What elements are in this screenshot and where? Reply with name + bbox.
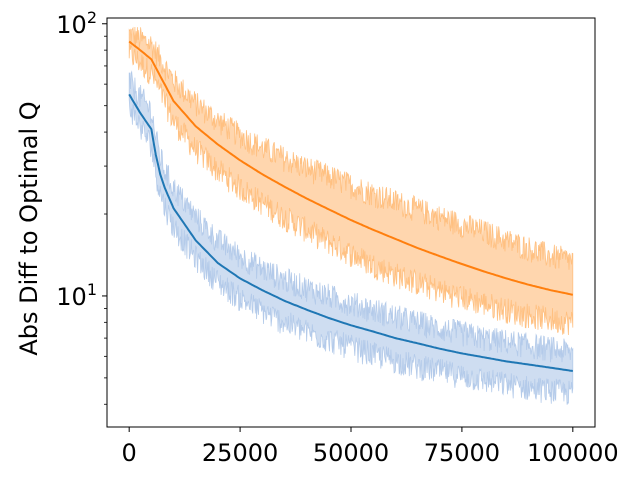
y-tick-label: 102 (56, 8, 97, 39)
series-lines (128, 40, 573, 372)
series-0-band (128, 26, 574, 336)
x-tick-label: 75000 (424, 439, 500, 467)
series-1-band (128, 70, 574, 405)
x-tick-label: 100000 (527, 439, 619, 467)
series-1-line (128, 93, 573, 372)
y-tick-base: 10 (56, 11, 87, 39)
y-tick-exponent: 2 (87, 8, 97, 27)
series-0-line (128, 40, 573, 296)
y-axis-label: Abs Diff to Optimal Q (15, 101, 43, 355)
x-tick-label: 25000 (202, 439, 278, 467)
y-tick-base: 10 (56, 283, 87, 311)
x-axis: 0 25000 50000 75000 100000 (122, 427, 619, 467)
x-tick-label: 50000 (313, 439, 389, 467)
y-tick-exponent: 1 (87, 280, 97, 299)
confidence-bands (128, 26, 574, 405)
x-tick-label: 0 (122, 439, 137, 467)
y-tick-label: 101 (56, 280, 97, 311)
